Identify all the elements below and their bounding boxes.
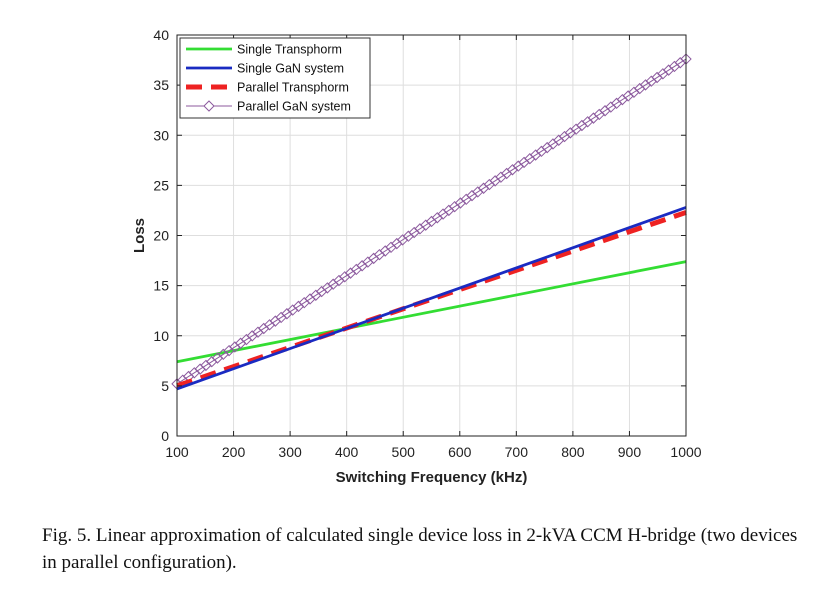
series-single-gan-system (176, 206, 687, 391)
y-axis: 0 5 10 15 20 25 30 35 40 (153, 27, 686, 444)
x-tick-label: 600 (448, 444, 472, 460)
legend-item-parallel-transphorm: Parallel Transphorm (186, 81, 349, 95)
x-tick-label: 800 (561, 444, 585, 460)
y-tick-label: 40 (153, 27, 169, 43)
loss-vs-frequency-chart: 100 200 300 400 500 600 700 800 900 1000 0 5 10 15 20… (131, 27, 702, 486)
x-tick-label: 300 (278, 444, 302, 460)
legend-label: Single GaN system (237, 62, 344, 76)
x-axis-title: Switching Frequency (kHz) (336, 469, 528, 486)
y-tick-label: 25 (153, 177, 169, 193)
legend-item-single-transphorm: Single Transphorm (186, 43, 342, 57)
y-axis-title: Loss (131, 218, 148, 253)
legend-label: Parallel Transphorm (237, 81, 349, 95)
legend: Single Transphorm Single GaN system Parall… (179, 37, 371, 119)
x-tick-label: 100 (165, 444, 189, 460)
series-parallel-transphorm (176, 210, 687, 389)
figure-caption: Fig. 5. Linear approximation of calculat… (42, 525, 798, 573)
x-tick-label: 400 (335, 444, 359, 460)
x-tick-label: 500 (392, 444, 416, 460)
series-line-parallel-gan-system (176, 58, 687, 385)
legend-item-parallel-gan-system: Parallel GaN system (186, 100, 351, 114)
x-axis: 100 200 300 400 500 600 700 800 900 1000 (165, 35, 702, 460)
series-parallel-gan-system (171, 53, 692, 390)
y-tick-label: 30 (153, 127, 169, 143)
series-single-transphorm (176, 260, 687, 364)
y-tick-label: 5 (161, 378, 169, 394)
x-tick-label: 700 (505, 444, 529, 460)
series-layer (171, 53, 692, 391)
series-line-single-transphorm (176, 260, 687, 364)
legend-label: Parallel GaN system (237, 100, 351, 114)
y-tick-label: 35 (153, 77, 169, 93)
x-tick-label: 1000 (670, 444, 701, 460)
y-tick-label: 0 (161, 428, 169, 444)
legend-label: Single Transphorm (237, 43, 342, 57)
legend-item-single-gan-system: Single GaN system (186, 62, 344, 76)
y-tick-label: 15 (153, 278, 169, 294)
series-line-single-gan-system (176, 206, 687, 391)
x-tick-label: 200 (222, 444, 246, 460)
y-tick-label: 10 (153, 328, 169, 344)
legend-diamond-marker (203, 100, 215, 112)
series-line-parallel-transphorm (176, 210, 687, 389)
y-tick-label: 20 (153, 228, 169, 244)
x-tick-label: 900 (618, 444, 642, 460)
